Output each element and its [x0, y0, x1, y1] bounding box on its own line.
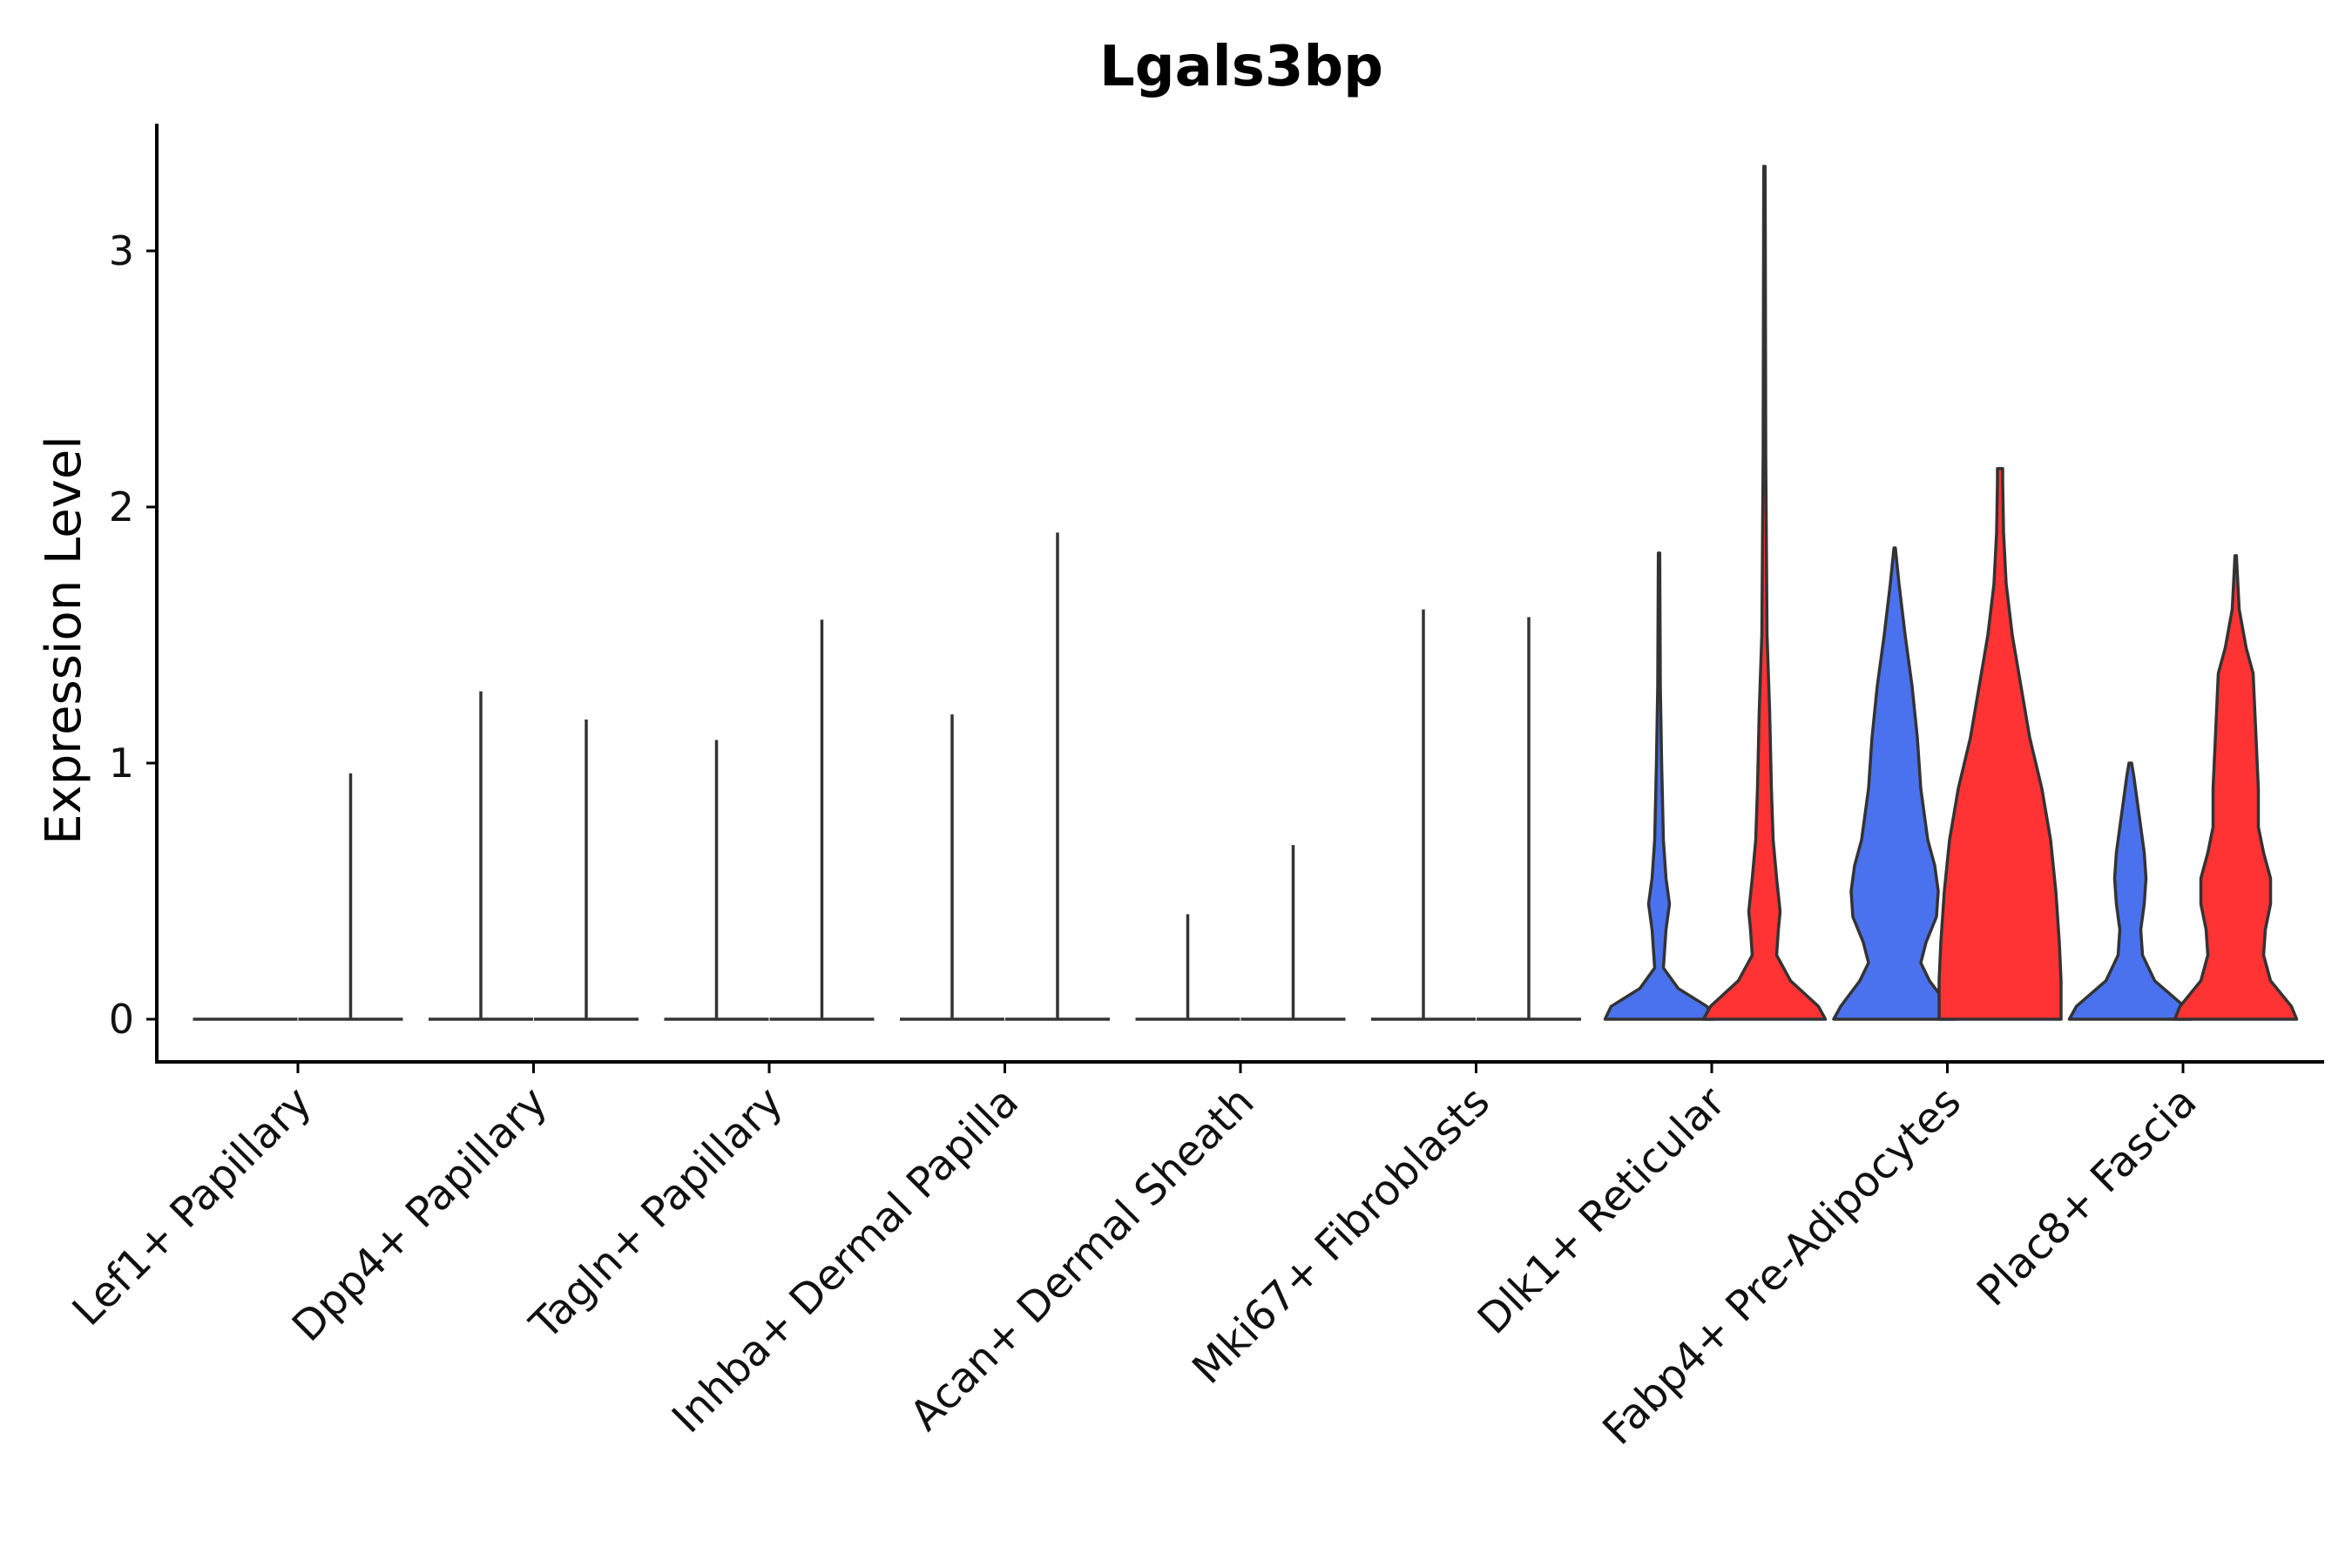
- violin-6-group2: [1701, 165, 1828, 1021]
- violin-7-group2: [1937, 467, 2063, 1021]
- y-tick-label: 3: [109, 227, 134, 274]
- violin-6-group1: [1603, 551, 1715, 1021]
- violin-group: [193, 165, 2299, 1021]
- violin-8-group1: [2067, 761, 2193, 1021]
- violin-7-group1: [1832, 546, 1957, 1021]
- y-axis-label: Expression Level: [36, 436, 92, 845]
- y-tick-label: 2: [109, 483, 134, 531]
- violin-8-group2: [2173, 554, 2299, 1021]
- y-tick-label: 1: [109, 740, 134, 787]
- x-tick-label: Plac8+ Fascia: [1968, 1078, 2207, 1316]
- x-tick-label: Dpp4+ Papillary: [283, 1078, 557, 1351]
- x-tick-label: Dlk1+ Reticular: [1469, 1078, 1735, 1344]
- x-tick-label: Tagln+ Papillary: [520, 1078, 792, 1349]
- y-axis-ticks: 0 1 2 3: [109, 227, 157, 1043]
- y-tick-label: 0: [109, 996, 134, 1043]
- x-tick-label: Lef1+ Papillary: [64, 1078, 321, 1335]
- chart-title: Lgals3bp: [1099, 35, 1383, 99]
